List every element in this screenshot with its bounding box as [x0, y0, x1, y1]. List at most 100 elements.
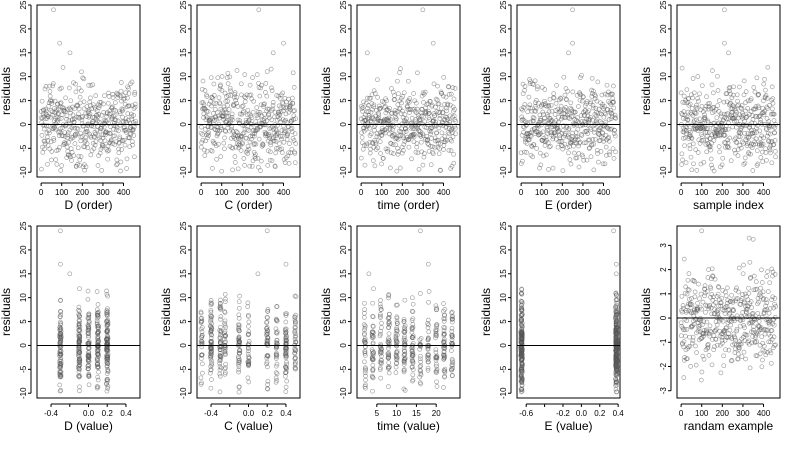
data-point [76, 349, 81, 355]
data-point [449, 348, 454, 353]
data-point [600, 161, 606, 167]
data-point [76, 365, 81, 371]
data-point [367, 139, 373, 145]
data-point [47, 89, 53, 94]
data-point [42, 86, 48, 92]
data-point [552, 130, 558, 136]
data-point [118, 80, 124, 85]
data-point [686, 287, 692, 293]
data-point [209, 103, 214, 109]
data-point [274, 329, 280, 335]
plot-frame [196, 225, 301, 399]
x-tick-label: 400 [437, 188, 451, 197]
y-tick-label: -10 [339, 387, 348, 399]
data-point [93, 139, 99, 145]
data-point [292, 108, 297, 114]
data-point [45, 114, 51, 119]
x-axis-title: sample index [693, 198, 764, 212]
data-point [363, 377, 368, 383]
y-tick-label: 15 [339, 269, 348, 278]
data-point [545, 130, 550, 136]
data-point [693, 309, 699, 315]
data-point [394, 326, 399, 332]
data-point [202, 88, 208, 93]
data-point [284, 361, 290, 367]
data-point [208, 349, 214, 355]
data-point [409, 364, 415, 370]
data-point [401, 148, 406, 153]
data-point [402, 326, 408, 332]
data-point [282, 130, 287, 135]
data-point [273, 356, 279, 361]
data-point [272, 164, 278, 169]
data-point [707, 323, 713, 329]
data-point [546, 104, 552, 109]
data-point [77, 313, 82, 319]
data-point [234, 95, 240, 100]
data-point [256, 164, 261, 170]
data-point [441, 340, 447, 346]
data-point [439, 130, 445, 136]
data-point [519, 348, 525, 354]
data-point [222, 340, 228, 346]
data-point [117, 134, 123, 140]
data-point [772, 138, 778, 143]
data-point [371, 88, 377, 94]
data-point [756, 299, 761, 305]
data-point [232, 160, 238, 165]
data-point [117, 122, 123, 128]
data-point [425, 365, 431, 371]
data-point [767, 318, 773, 324]
data-point [236, 327, 242, 333]
y-tick-label: 5 [339, 319, 348, 324]
data-point [133, 118, 138, 124]
data-point [410, 322, 416, 327]
data-point [77, 350, 82, 356]
data-point [727, 310, 733, 316]
data-point [88, 152, 94, 158]
data-point [519, 318, 524, 324]
data-point [392, 97, 398, 102]
data-point [613, 380, 619, 385]
data-point [264, 93, 270, 99]
data-point [435, 83, 440, 89]
data-point [269, 107, 274, 113]
data-point [694, 102, 699, 108]
data-point [709, 82, 715, 88]
data-point [739, 106, 744, 111]
data-point [549, 130, 555, 135]
data-point [580, 122, 586, 128]
x-tick-label: 0 [39, 188, 44, 197]
data-point [570, 89, 576, 95]
y-tick-label: 15 [499, 48, 508, 57]
data-point [734, 140, 740, 145]
data-point [430, 151, 436, 157]
data-point [387, 105, 392, 111]
data-point [564, 97, 569, 103]
data-point [772, 271, 778, 277]
data-point [259, 82, 264, 88]
outlier-point [425, 261, 431, 267]
data-point [709, 140, 714, 146]
data-point [554, 83, 559, 88]
data-point [217, 364, 223, 369]
data-point [731, 84, 736, 90]
data-point [531, 115, 537, 121]
data-point [734, 92, 740, 98]
data-point [441, 356, 447, 362]
data-point [519, 358, 524, 364]
data-point [100, 143, 106, 149]
y-tick-label: 5 [659, 98, 668, 103]
data-point [522, 88, 527, 93]
data-point [262, 101, 267, 107]
data-point [753, 104, 759, 109]
outlier-point [51, 7, 56, 13]
data-point [57, 338, 63, 343]
data-point [120, 106, 126, 112]
data-point [706, 267, 711, 272]
data-point [445, 102, 451, 108]
data-point [246, 379, 252, 385]
data-point [682, 327, 688, 333]
data-point [744, 310, 749, 315]
